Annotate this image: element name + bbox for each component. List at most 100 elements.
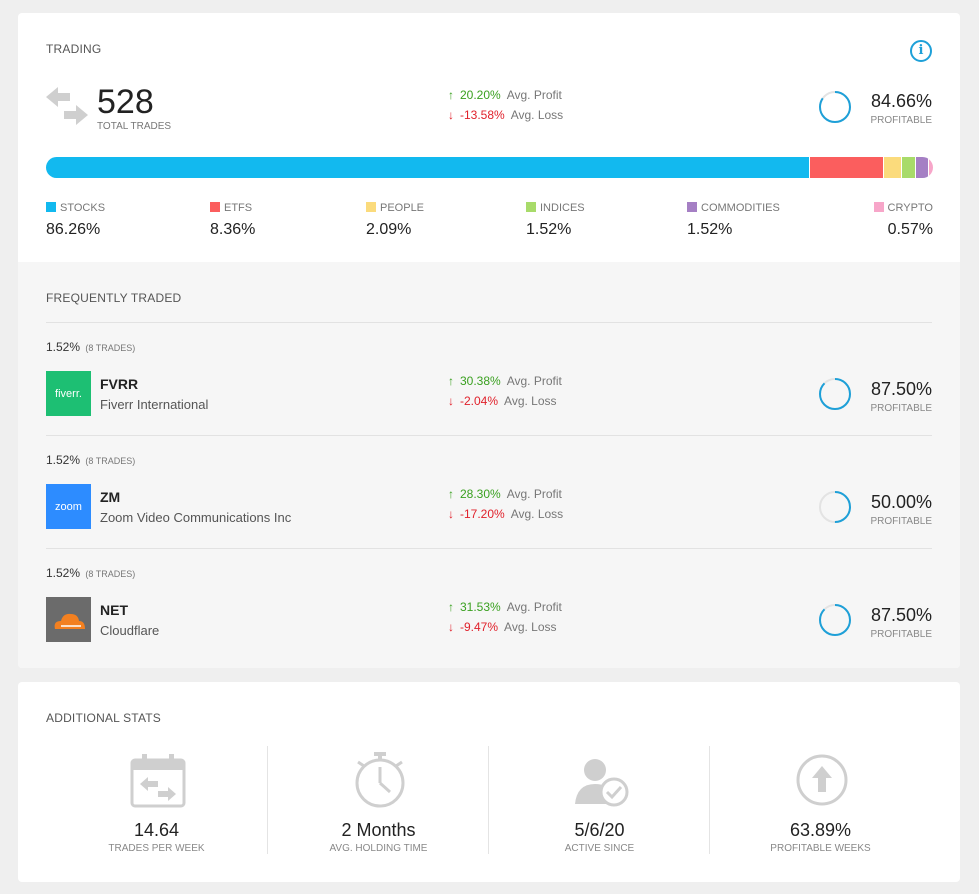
legend-item-commodities: COMMODITIES 1.52%	[687, 198, 780, 239]
stat-active-since: 5/6/20 ACTIVE SINCE	[489, 746, 710, 856]
profitable-ring-icon	[819, 378, 851, 410]
legend-value: 0.57%	[887, 221, 933, 238]
arrow-up-icon: ↑	[448, 600, 454, 614]
legend-item-crypto: CRYPTO 0.57%	[873, 198, 933, 239]
legend-item-indices: INDICES 1.52%	[526, 198, 585, 239]
legend-swatch	[687, 202, 697, 212]
avg-profit: ↑ 20.20% Avg. Profit	[448, 88, 562, 102]
stat-caption: PROFITABLE WEEKS	[770, 843, 871, 854]
trade-count: (8 TRADES)	[85, 456, 136, 466]
avg-profit-label: Avg. Profit	[506, 600, 562, 614]
total-trades-caption: TOTAL TRADES	[97, 121, 172, 132]
stat-profitable-weeks: 63.89% PROFITABLE WEEKS	[710, 746, 931, 856]
frequently-traded-title: FREQUENTLY TRADED	[46, 291, 182, 305]
arrow-up-icon: ↑	[448, 487, 454, 501]
legend-swatch	[526, 202, 536, 212]
company-name: Fiverr International	[100, 397, 209, 412]
avg-profit-value: 28.30%	[460, 487, 501, 501]
legend-item-people: PEOPLE 2.09%	[366, 198, 424, 239]
swap-arrows-icon	[46, 87, 88, 125]
allocation-segment-indices	[901, 157, 915, 178]
legend-name: COMMODITIES	[701, 202, 780, 214]
avg-loss: ↓ -13.58% Avg. Loss	[448, 108, 563, 122]
company-logo: zoom	[46, 484, 91, 529]
avg-loss-value: -9.47%	[460, 620, 499, 634]
cloud-icon	[54, 613, 85, 629]
avg-profit-value: 31.53%	[460, 600, 501, 614]
profitable-pct: 50.00%	[870, 492, 932, 512]
arrow-down-icon: ↓	[448, 507, 454, 521]
legend-swatch	[873, 202, 884, 212]
avg-loss-label: Avg. Loss	[510, 108, 564, 122]
avg-loss: ↓ -2.04% Avg. Loss	[448, 394, 557, 408]
avg-loss: ↓ -17.20% Avg. Loss	[448, 507, 563, 521]
total-trades-value: 528	[97, 83, 154, 121]
frequently-traded-section: FREQUENTLY TRADED 1.52% (8 TRADES) fiverr…	[18, 262, 960, 668]
avg-profit: ↑ 31.53% Avg. Profit	[448, 600, 562, 614]
legend-name: INDICES	[540, 202, 585, 214]
legend-name: CRYPTO	[887, 202, 933, 214]
avg-loss: ↓ -9.47% Avg. Loss	[448, 620, 557, 634]
ticker: FVRR	[100, 376, 139, 392]
company-logo: fiverr.	[46, 371, 91, 416]
stopwatch-icon	[355, 752, 405, 808]
avg-profit-label: Avg. Profit	[506, 487, 562, 501]
trade-count: (8 TRADES)	[85, 343, 136, 353]
allocation-segment-people	[882, 157, 902, 178]
legend-value: 86.26%	[46, 221, 101, 238]
legend-value: 2.09%	[366, 221, 412, 238]
profitable-caption: PROFITABLE	[870, 115, 933, 126]
profitable-caption: PROFITABLE	[870, 629, 933, 640]
profitable-ring-icon	[819, 491, 851, 523]
profitable-pct: 87.50%	[870, 605, 932, 625]
profitable-pct: 84.66%	[870, 91, 932, 111]
legend-swatch	[366, 202, 376, 212]
stat-value: 2 Months	[341, 820, 416, 840]
legend-item-etfs: ETFS 8.36%	[210, 198, 255, 239]
avg-loss-value: -2.04%	[460, 394, 499, 408]
calendar-swap-icon	[130, 754, 186, 808]
arrow-up-icon: ↑	[448, 374, 454, 388]
arrow-up-circle-icon	[796, 754, 848, 806]
logo-text: zoom	[55, 500, 82, 513]
allocation-segment-commodities	[914, 157, 928, 178]
stat-caption: TRADES PER WEEK	[108, 843, 205, 854]
company-logo	[46, 597, 91, 642]
ticker: ZM	[100, 489, 121, 505]
trade-count: (8 TRADES)	[85, 569, 136, 579]
allocation-segment-stocks	[46, 157, 809, 178]
trade-share: 1.52%	[46, 566, 81, 580]
stat-caption: AVG. HOLDING TIME	[329, 843, 428, 854]
stat-value: 14.64	[133, 820, 180, 840]
legend-name: STOCKS	[60, 202, 106, 214]
legend-value: 1.52%	[687, 221, 733, 238]
arrow-down-icon: ↓	[448, 620, 454, 634]
additional-stats-title: ADDITIONAL STATS	[46, 711, 161, 725]
divider	[267, 746, 268, 854]
user-check-icon	[575, 759, 629, 807]
stat-caption: ACTIVE SINCE	[564, 843, 635, 854]
allocation-bar	[46, 157, 933, 178]
arrow-up-icon: ↑	[448, 88, 454, 102]
arrow-down-icon: ↓	[448, 108, 454, 122]
profitable-ring-icon	[819, 604, 851, 636]
avg-loss-label: Avg. Loss	[504, 394, 557, 408]
traded-row-fvrr[interactable]: 1.52% (8 TRADES) fiverr. FVRR Fiverr Intern…	[46, 322, 932, 435]
additional-stats-card: ADDITIONAL STATS 14.64 TRADES PER WEEK 2…	[18, 682, 960, 882]
legend-value: 1.52%	[526, 221, 572, 238]
company-name: Zoom Video Communications Inc	[100, 510, 292, 525]
trading-card: TRADING i 528 TOTAL TRADES ↑ 20.20% Avg. P…	[18, 13, 960, 668]
company-name: Cloudflare	[100, 623, 160, 638]
traded-row-net[interactable]: 1.52% (8 TRADES) NET Cloudflare ↑ 31.53% Avg.…	[46, 548, 932, 661]
avg-profit-value: 20.20%	[460, 88, 501, 102]
info-icon[interactable]: i	[910, 40, 932, 62]
divider	[709, 746, 710, 854]
avg-profit-label: Avg. Profit	[506, 88, 562, 102]
avg-loss-value: -13.58%	[460, 108, 505, 122]
profitable-caption: PROFITABLE	[870, 403, 933, 414]
traded-row-zm[interactable]: 1.52% (8 TRADES) zoom ZM Zoom Video Communi…	[46, 435, 932, 548]
legend-name: PEOPLE	[380, 202, 425, 214]
trade-share: 1.52%	[46, 340, 81, 354]
arrow-down-icon: ↓	[448, 394, 454, 408]
allocation-segment-etfs	[808, 157, 883, 178]
